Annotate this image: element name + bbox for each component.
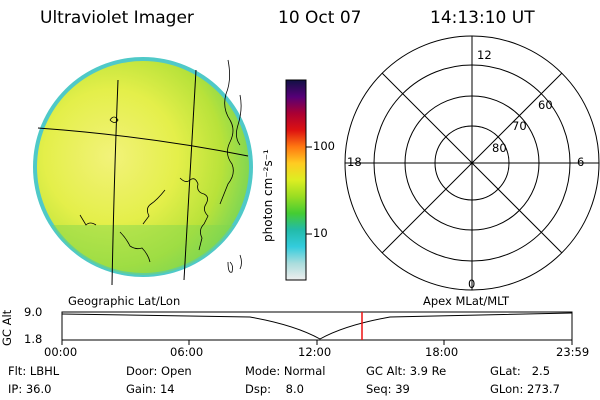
time-tick-0600: 06:00: [170, 345, 204, 359]
status-door: Door: Open: [126, 364, 192, 378]
status-flt: Flt: LBHL: [8, 364, 60, 378]
disk-emission: [37, 61, 249, 273]
altitude-track: [61, 311, 573, 345]
image-caption: Geographic Lat/Lon: [68, 294, 181, 308]
colorbar-tick-10: 10: [313, 226, 328, 240]
mlt-label-18: 18: [347, 155, 362, 169]
polar-caption: Apex MLat/MLT: [423, 294, 510, 308]
colorbar: [285, 79, 312, 281]
status-mode: Mode: Normal: [245, 364, 326, 378]
alt-axis-label: GC Alt: [0, 309, 14, 346]
date-label: 10 Oct 07: [278, 8, 362, 28]
graticule: [37, 69, 249, 286]
time-tick-1200: 12:00: [298, 345, 332, 359]
mlt-label-12: 12: [477, 48, 492, 62]
status-dsp: Dsp: 8.0: [245, 382, 304, 396]
instrument-title: Ultraviolet Imager: [40, 8, 194, 28]
alt-tick-1-8: 1.8: [24, 332, 43, 346]
time-tick-1800: 18:00: [425, 345, 459, 359]
colorbar-unit-label: photon cm⁻²s⁻¹: [261, 149, 275, 242]
lat-label-80: 80: [492, 141, 507, 155]
status-glat: GLat: 2.5: [490, 364, 551, 378]
status-glon: GLon: 273.7: [490, 382, 560, 396]
mlt-label-0: 0: [468, 277, 476, 291]
time-tick-2359: 23:59: [556, 345, 590, 359]
status-ip: IP: 36.0: [8, 382, 52, 396]
status-seq: Seq: 39: [366, 382, 410, 396]
status-gc-alt: GC Alt: 3.9 Re: [366, 364, 447, 378]
time-tick-0000: 00:00: [44, 345, 78, 359]
alt-tick-9: 9.0: [24, 305, 43, 319]
polar-plot: [344, 35, 600, 291]
status-gain: Gain: 14: [126, 382, 175, 396]
uv-image: [33, 57, 253, 286]
lat-label-70: 70: [512, 119, 527, 133]
mlt-label-6: 6: [577, 155, 585, 169]
time-label: 14:13:10 UT: [430, 8, 535, 28]
colorbar-tick-100: 100: [313, 139, 335, 153]
lat-label-60: 60: [538, 98, 553, 112]
